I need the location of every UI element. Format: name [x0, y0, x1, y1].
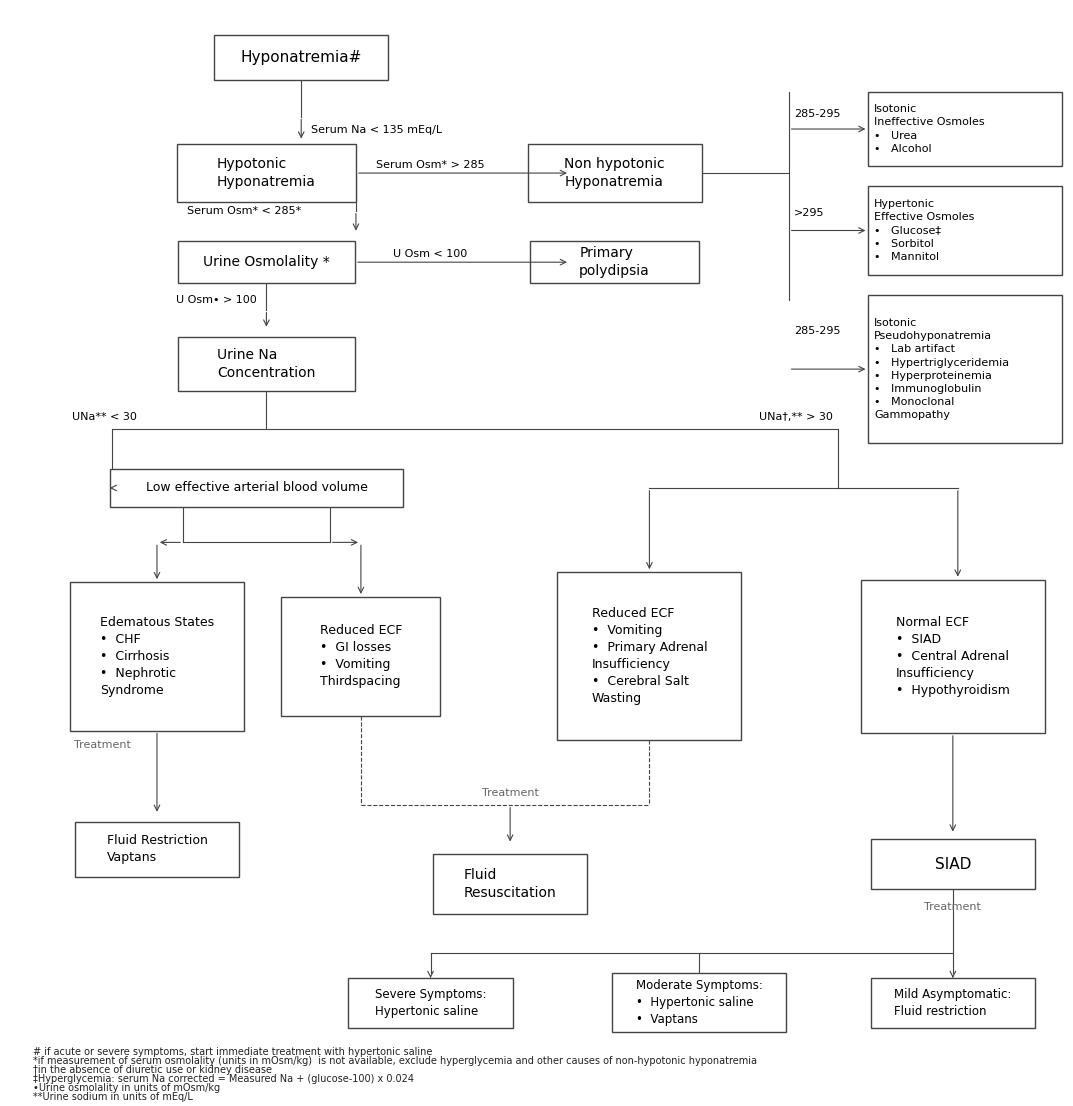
Text: Hypotonic
Hyponatremia: Hypotonic Hyponatremia: [217, 157, 315, 189]
Text: Fluid
Resuscitation: Fluid Resuscitation: [464, 868, 557, 900]
Text: U Osm• > 100: U Osm• > 100: [176, 295, 256, 305]
Bar: [868, 92, 1062, 166]
Text: Treatment: Treatment: [74, 740, 131, 750]
Text: Serum Na < 135 mEq/L: Serum Na < 135 mEq/L: [311, 125, 442, 135]
Bar: [178, 337, 355, 392]
Text: **Urine sodium in units of mEq/L: **Urine sodium in units of mEq/L: [32, 1092, 192, 1102]
Bar: [868, 186, 1062, 275]
Text: Reduced ECF
•  GI losses
•  Vomiting
Thirdspacing: Reduced ECF • GI losses • Vomiting Third…: [320, 624, 402, 688]
Text: Moderate Symptoms:
•  Hypertonic saline
•  Vaptans: Moderate Symptoms: • Hypertonic saline •…: [635, 979, 763, 1026]
Text: Isotonic
Ineffective Osmoles
•   Urea
•   Alcohol: Isotonic Ineffective Osmoles • Urea • Al…: [874, 104, 985, 154]
Bar: [75, 822, 239, 877]
Text: SIAD: SIAD: [935, 857, 971, 872]
Bar: [433, 854, 587, 914]
Bar: [215, 35, 388, 80]
Text: 285-295: 285-295: [794, 109, 840, 119]
Text: Treatment: Treatment: [925, 901, 982, 911]
Bar: [557, 572, 741, 740]
Bar: [70, 582, 244, 730]
Bar: [177, 145, 356, 201]
Text: UNa** < 30: UNa** < 30: [72, 411, 137, 421]
Text: Serum Osm* < 285*: Serum Osm* < 285*: [187, 206, 302, 216]
Text: # if acute or severe symptoms, start immediate treatment with hypertonic saline: # if acute or severe symptoms, start imm…: [32, 1047, 432, 1057]
Text: Urine Na
Concentration: Urine Na Concentration: [217, 348, 315, 380]
Text: 285-295: 285-295: [794, 326, 840, 336]
Text: Hyponatremia#: Hyponatremia#: [240, 50, 362, 65]
Text: Hypertonic
Effective Osmoles
•   Glucose‡
•   Sorbitol
•   Mannitol: Hypertonic Effective Osmoles • Glucose‡ …: [874, 199, 974, 262]
Bar: [861, 580, 1045, 733]
Text: Low effective arterial blood volume: Low effective arterial blood volume: [146, 481, 367, 494]
Bar: [871, 978, 1034, 1027]
Text: Severe Symptoms:
Hypertonic saline: Severe Symptoms: Hypertonic saline: [374, 988, 486, 1018]
Text: †in the absence of diuretic use or kidney disease: †in the absence of diuretic use or kidne…: [32, 1065, 271, 1075]
Bar: [871, 839, 1034, 889]
Text: Serum Osm* > 285: Serum Osm* > 285: [377, 160, 485, 170]
Text: >295: >295: [794, 208, 824, 218]
Text: Fluid Restriction
Vaptans: Fluid Restriction Vaptans: [106, 834, 207, 864]
Bar: [868, 295, 1062, 444]
Bar: [178, 241, 355, 283]
Text: Non hypotonic
Hyponatremia: Non hypotonic Hyponatremia: [564, 157, 665, 189]
Text: *if measurement of serum osmolality (units in mOsm/kg)  is not available, exclud: *if measurement of serum osmolality (uni…: [32, 1056, 756, 1066]
Bar: [612, 973, 787, 1033]
Text: ‡Hyperglycemia: serum Na corrected = Measured Na + (glucose-100) x 0.024: ‡Hyperglycemia: serum Na corrected = Mea…: [32, 1074, 413, 1084]
Text: Edematous States
•  CHF
•  Cirrhosis
•  Nephrotic
Syndrome: Edematous States • CHF • Cirrhosis • Nep…: [100, 616, 214, 697]
Text: Urine Osmolality *: Urine Osmolality *: [203, 255, 329, 269]
Text: Isotonic
Pseudohyponatremia
•   Lab artifact
•   Hypertriglyceridemia
•   Hyperp: Isotonic Pseudohyponatremia • Lab artifa…: [874, 317, 1010, 420]
Text: Normal ECF
•  SIAD
•  Central Adrenal
Insufficiency
•  Hypothyroidism: Normal ECF • SIAD • Central Adrenal Insu…: [896, 616, 1010, 697]
Text: U Osm < 100: U Osm < 100: [394, 249, 468, 259]
Text: Mild Asymptomatic:
Fluid restriction: Mild Asymptomatic: Fluid restriction: [894, 988, 1012, 1018]
Text: Reduced ECF
•  Vomiting
•  Primary Adrenal
Insufficiency
•  Cerebral Salt
Wastin: Reduced ECF • Vomiting • Primary Adrenal…: [591, 607, 707, 706]
Text: UNa†,** > 30: UNa†,** > 30: [759, 411, 833, 421]
Text: Primary
polydipsia: Primary polydipsia: [579, 246, 650, 279]
Bar: [349, 978, 513, 1027]
Text: •Urine osmolality in units of mOsm/kg: •Urine osmolality in units of mOsm/kg: [32, 1083, 220, 1093]
Bar: [530, 241, 700, 283]
Bar: [528, 145, 702, 201]
Bar: [281, 597, 441, 716]
Bar: [109, 469, 403, 507]
Text: Treatment: Treatment: [482, 787, 539, 797]
